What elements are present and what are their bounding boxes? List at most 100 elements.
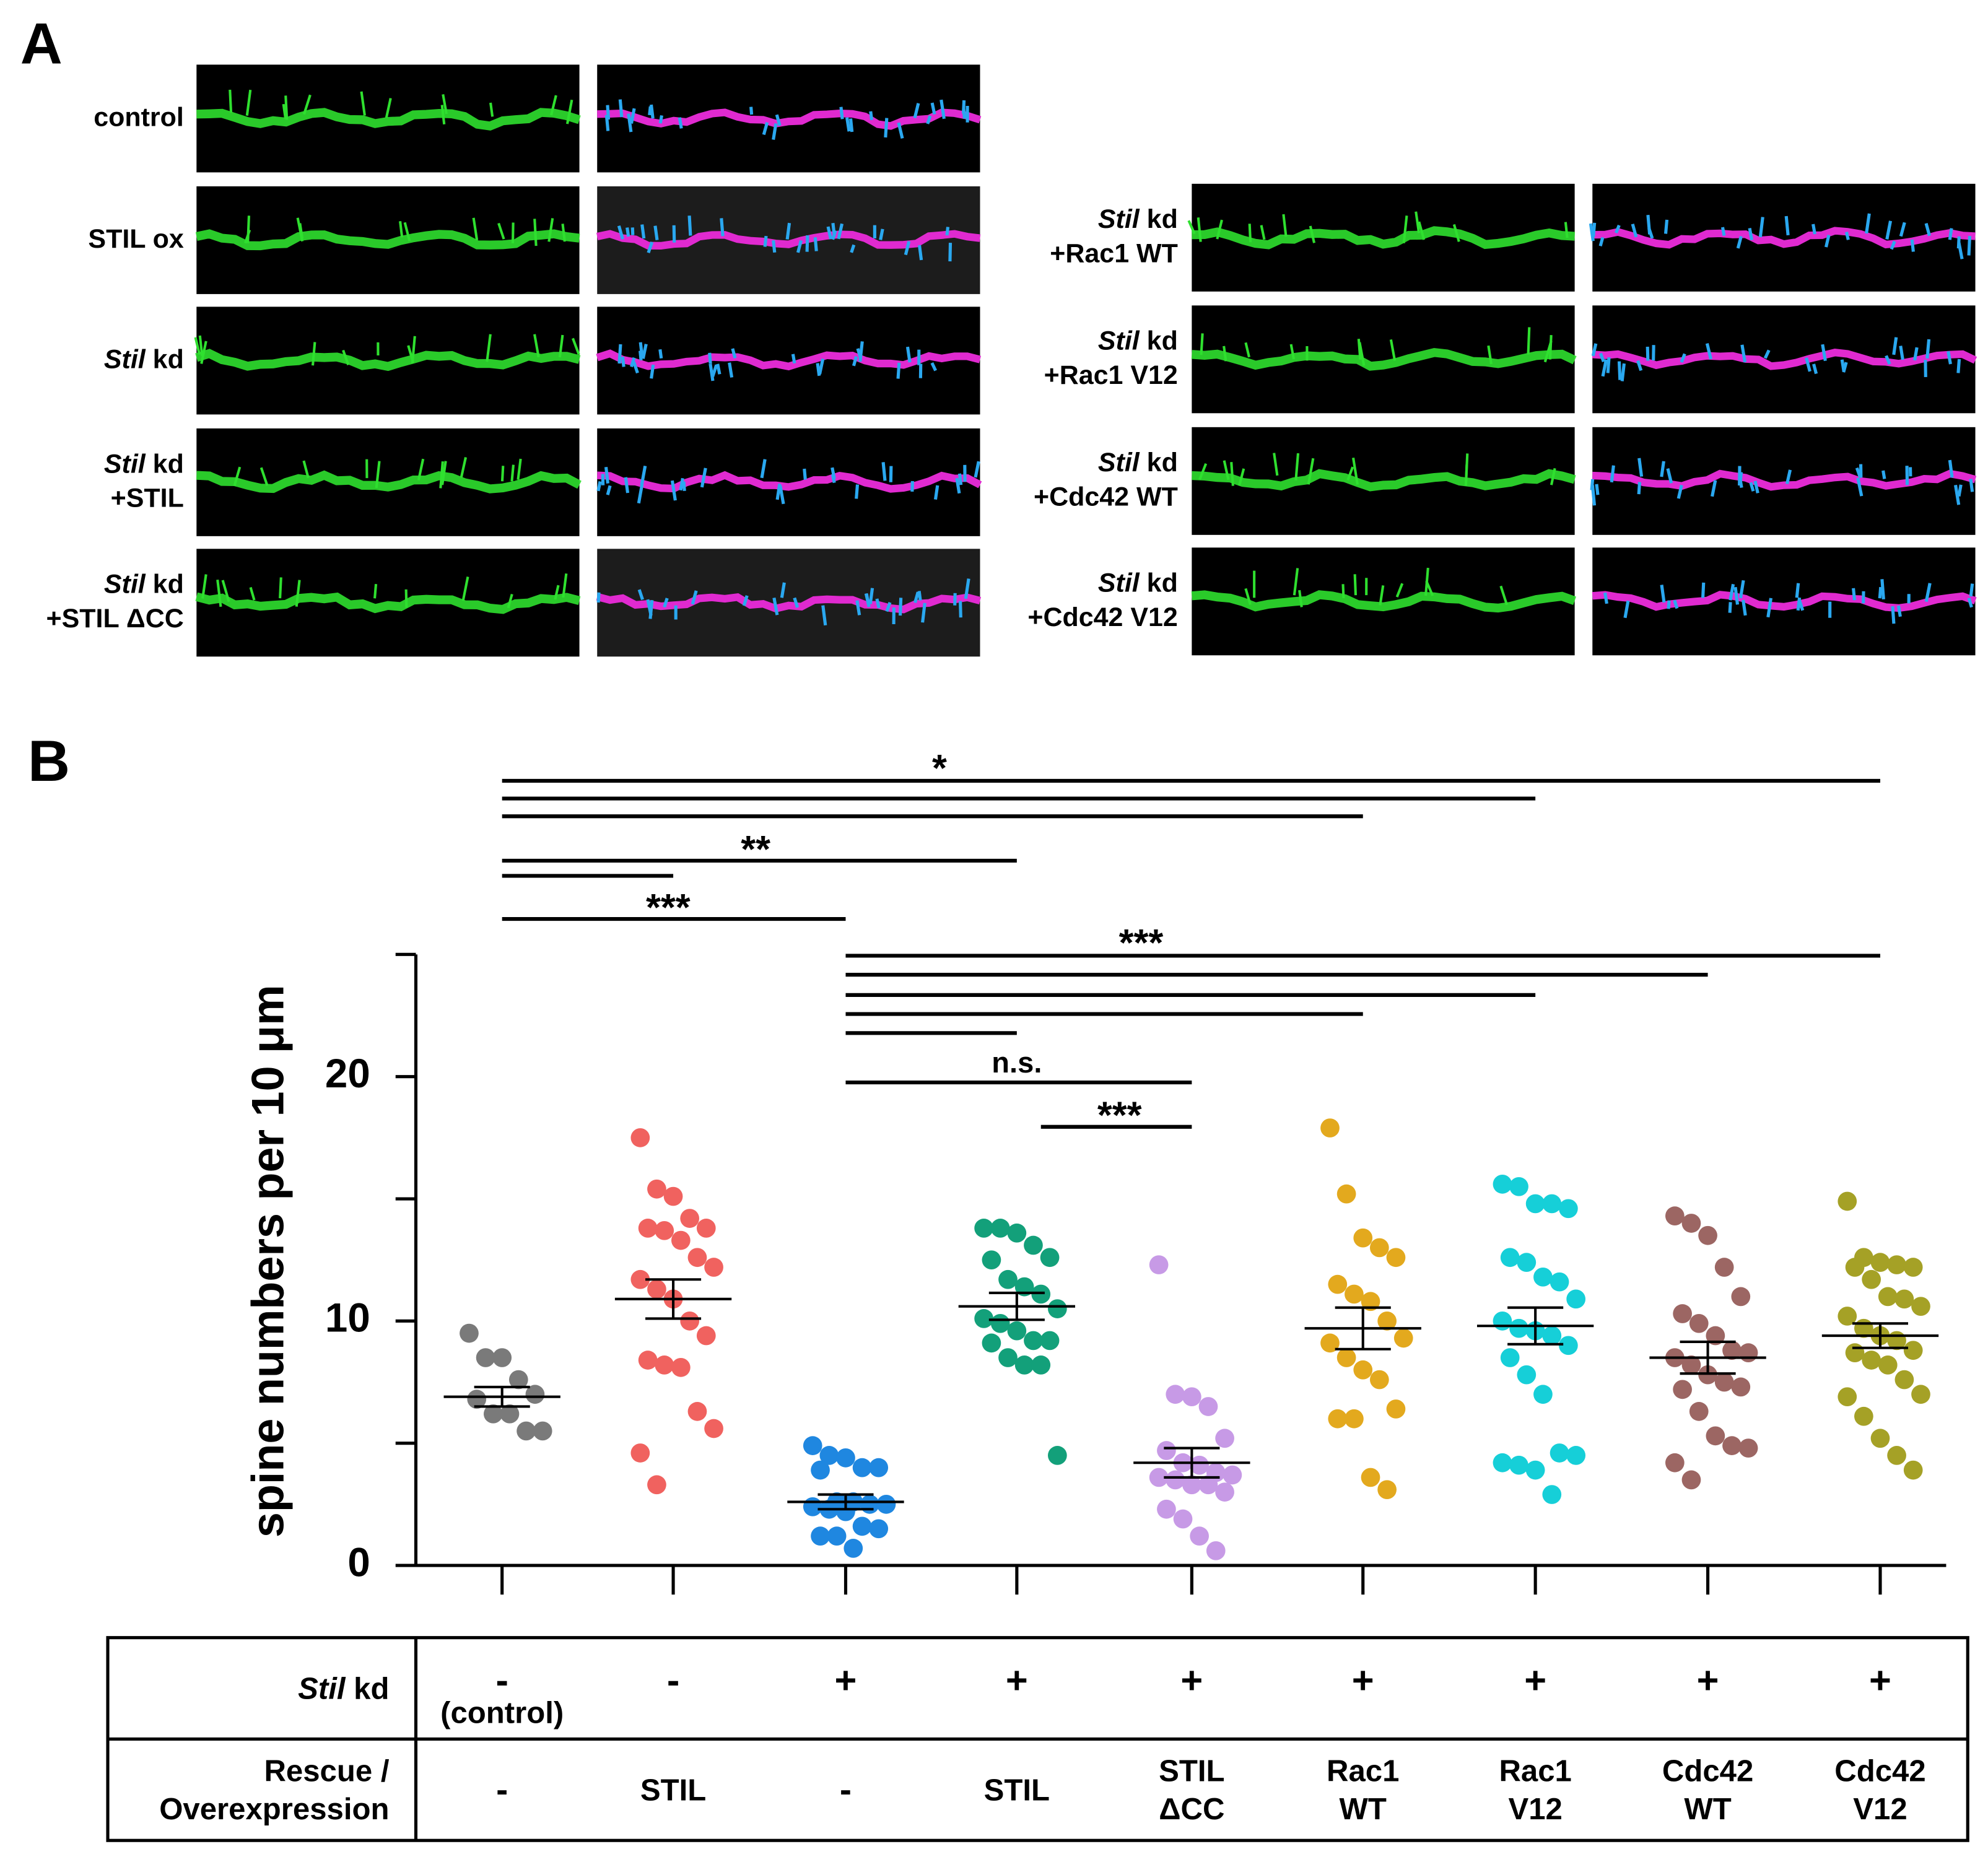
label: +STIL: [111, 484, 184, 513]
spine-model: [778, 485, 785, 505]
spine: [259, 467, 269, 486]
data-point: [484, 1404, 503, 1424]
data-point: [1845, 1343, 1865, 1363]
spine-model: [921, 603, 926, 623]
data-point: [1509, 1455, 1528, 1475]
spine-model: [933, 485, 940, 500]
spine-model: [670, 480, 677, 501]
label: control: [94, 103, 184, 133]
data-point: [1393, 1328, 1413, 1348]
spine-model: [604, 466, 610, 484]
data-point: [1014, 1355, 1034, 1375]
data-point: [1722, 1436, 1742, 1455]
data-point: [647, 1475, 666, 1495]
data-point: [1048, 1446, 1067, 1465]
data-point: [696, 1326, 716, 1346]
spine-model: [1797, 599, 1805, 611]
data-point: [1206, 1541, 1226, 1560]
significance-label: ***: [646, 886, 691, 929]
label-part: Stil: [104, 570, 146, 599]
spine-model: [1660, 461, 1665, 477]
data-point: [517, 1421, 536, 1441]
data-point: [1698, 1225, 1717, 1245]
spine-model: [1956, 359, 1961, 373]
data-point: [647, 1179, 666, 1199]
spine-model: [1753, 481, 1759, 494]
spine: [565, 99, 573, 124]
spine: [1357, 339, 1362, 360]
table-cell: -: [496, 1770, 508, 1810]
spine-model: [1598, 237, 1605, 246]
label-part: +Rac1 V12: [1044, 360, 1178, 390]
data-point: [1862, 1351, 1881, 1370]
spine: [442, 94, 448, 115]
spine: [460, 457, 468, 478]
y-tick-label: 0: [347, 1539, 370, 1585]
spine: [1499, 585, 1508, 606]
data-point: [1007, 1223, 1027, 1243]
spine: [1273, 453, 1279, 476]
data-point: [687, 1248, 707, 1268]
spine: [1309, 225, 1316, 243]
spine-model: [1631, 224, 1638, 238]
table-cell: +: [1180, 1660, 1203, 1702]
data-point: [687, 1402, 707, 1421]
spine-model: [653, 225, 659, 240]
spine: [1352, 458, 1359, 485]
spine-model: [1856, 477, 1864, 497]
spine-model: [1606, 357, 1611, 373]
spine-model: [1878, 586, 1883, 599]
data-point: [680, 1209, 700, 1228]
data-point: [1878, 1287, 1898, 1307]
data-point: [1173, 1509, 1193, 1529]
spine-model: [974, 461, 980, 478]
spine-model: [1925, 339, 1931, 359]
spine: [1550, 468, 1556, 485]
data-point: [1353, 1360, 1373, 1380]
data-point: [680, 1312, 700, 1331]
spine-model: [1948, 228, 1953, 240]
data-point: [1369, 1238, 1389, 1258]
table-cell: +: [835, 1660, 857, 1702]
spine-model: [957, 473, 963, 485]
spine: [246, 215, 251, 243]
spine-model: [1825, 235, 1831, 248]
spine-model: [687, 215, 692, 236]
spine: [1197, 217, 1202, 242]
table-cell: WT: [1340, 1793, 1387, 1826]
spine: [302, 94, 312, 115]
data-point: [1838, 1307, 1857, 1326]
data-point: [811, 1526, 830, 1546]
spine-model: [772, 123, 778, 140]
spine-model: [869, 111, 874, 120]
data-point: [803, 1436, 822, 1455]
data-point: [1166, 1470, 1185, 1490]
data-point: [1157, 1499, 1176, 1519]
spine-model: [617, 344, 622, 364]
spine: [229, 89, 233, 113]
label-part: kd: [146, 570, 184, 599]
data-point: [1566, 1289, 1586, 1309]
data-point: [1500, 1248, 1520, 1268]
spine: [284, 95, 289, 120]
spine: [311, 342, 316, 366]
dendrite: [195, 229, 580, 251]
data-point: [1345, 1409, 1364, 1429]
label: Stil kd: [1098, 205, 1178, 235]
table-cell: WT: [1684, 1793, 1731, 1826]
label-part: +Rac1 WT: [1050, 239, 1178, 269]
table-cell: -: [840, 1770, 852, 1810]
data-point: [803, 1497, 822, 1516]
data-point: [704, 1258, 723, 1277]
spine-model: [940, 99, 946, 120]
spine: [533, 334, 540, 358]
data-point: [836, 1502, 855, 1521]
data-point: [1559, 1336, 1578, 1355]
spine: [517, 458, 522, 480]
spine-model: [837, 223, 844, 240]
spine: [1465, 453, 1469, 481]
spine-model: [964, 578, 970, 599]
spine-model: [1680, 353, 1686, 363]
spine-model: [1623, 600, 1630, 619]
